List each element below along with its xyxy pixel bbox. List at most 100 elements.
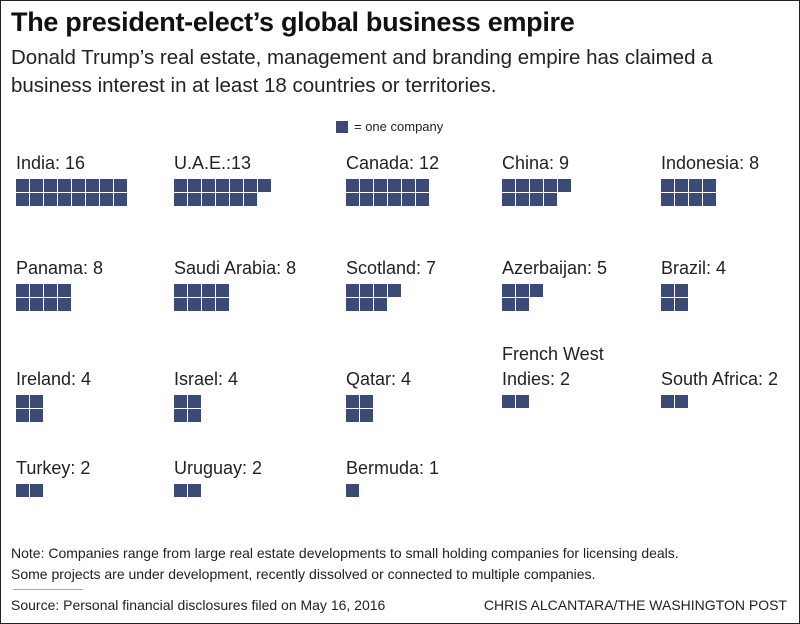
- company-square: [703, 179, 716, 192]
- country-saudi-arabia: Saudi Arabia: 8: [174, 256, 296, 312]
- company-square: [58, 298, 71, 311]
- waffle-squares: [502, 179, 572, 207]
- country-u-a-e: U.A.E.:13: [174, 151, 272, 207]
- company-square: [516, 193, 529, 206]
- country-label: India: 16: [16, 153, 86, 173]
- company-square: [216, 179, 229, 192]
- company-square: [230, 179, 243, 192]
- country-label: Indonesia: 8: [661, 153, 760, 173]
- company-square: [202, 284, 215, 297]
- company-square: [558, 179, 571, 192]
- country-canada: Canada: 12: [346, 151, 439, 207]
- company-square: [516, 395, 529, 408]
- chart-title: The president-elect’s global business em…: [11, 7, 575, 37]
- company-square: [188, 409, 201, 422]
- company-square: [360, 395, 373, 408]
- company-square: [44, 298, 57, 311]
- note-line-1: Note: Companies range from large real es…: [11, 545, 679, 561]
- company-square: [188, 395, 201, 408]
- company-square: [374, 284, 387, 297]
- company-square: [86, 179, 99, 192]
- waffle-squares: [16, 484, 44, 498]
- company-square: [174, 284, 187, 297]
- company-square: [544, 193, 557, 206]
- company-square: [675, 284, 688, 297]
- company-square: [360, 298, 373, 311]
- company-square: [16, 298, 29, 311]
- company-square: [346, 409, 359, 422]
- country-label: U.A.E.:13: [174, 153, 252, 173]
- country-label: South Africa: 2: [661, 369, 779, 389]
- country-label: Turkey: 2: [16, 458, 91, 478]
- credit: CHRIS ALCANTARA/THE WASHINGTON POST: [483, 597, 787, 613]
- company-square: [100, 193, 113, 206]
- company-square: [230, 193, 243, 206]
- company-square: [675, 193, 688, 206]
- legend-square-icon: [336, 120, 348, 133]
- company-square: [661, 179, 674, 192]
- company-square: [661, 193, 674, 206]
- company-square: [174, 179, 187, 192]
- company-square: [258, 179, 271, 192]
- company-square: [502, 179, 515, 192]
- company-square: [675, 395, 688, 408]
- waffle-squares: [661, 179, 717, 207]
- company-square: [16, 179, 29, 192]
- company-square: [502, 395, 515, 408]
- country-label: Qatar: 4: [346, 369, 412, 389]
- company-square: [360, 284, 373, 297]
- country-ireland: Ireland: 4: [16, 367, 91, 423]
- country-label: Uruguay: 2: [174, 458, 263, 478]
- waffle-squares: [502, 395, 530, 409]
- country-label: Canada: 12: [346, 153, 440, 173]
- company-square: [388, 284, 401, 297]
- company-square: [244, 193, 257, 206]
- company-square: [661, 298, 674, 311]
- company-square: [44, 193, 57, 206]
- country-label: Scotland: 7: [346, 258, 437, 278]
- company-square: [516, 179, 529, 192]
- company-square: [16, 284, 29, 297]
- waffle-squares: [661, 284, 689, 312]
- company-square: [689, 193, 702, 206]
- country-label: Azerbaijan: 5: [502, 258, 608, 278]
- waffle-squares: [174, 179, 272, 207]
- country-label: Israel: 4: [174, 369, 239, 389]
- company-square: [30, 409, 43, 422]
- waffle-squares: [346, 179, 430, 207]
- company-square: [346, 395, 359, 408]
- company-square: [44, 284, 57, 297]
- company-square: [174, 409, 187, 422]
- company-square: [44, 179, 57, 192]
- divider: [13, 589, 83, 590]
- company-square: [202, 298, 215, 311]
- company-square: [502, 193, 515, 206]
- company-square: [689, 179, 702, 192]
- waffle-squares: [174, 395, 202, 423]
- country-label: China: 9: [502, 153, 570, 173]
- waffle-squares: [16, 179, 128, 207]
- country-china: China: 9: [502, 151, 572, 207]
- company-square: [114, 193, 127, 206]
- company-square: [661, 284, 674, 297]
- company-square: [72, 193, 85, 206]
- company-square: [58, 193, 71, 206]
- country-uruguay: Uruguay: 2: [174, 456, 262, 498]
- company-square: [530, 179, 543, 192]
- waffle-squares: [346, 484, 360, 498]
- company-square: [188, 484, 201, 497]
- company-square: [703, 193, 716, 206]
- company-square: [502, 298, 515, 311]
- company-square: [244, 179, 257, 192]
- country-label: Brazil: 4: [661, 258, 727, 278]
- country-scotland: Scotland: 7: [346, 256, 436, 312]
- note-line-2: Some projects are under development, rec…: [11, 566, 596, 582]
- country-india: India: 16: [16, 151, 128, 207]
- company-square: [174, 298, 187, 311]
- company-square: [216, 193, 229, 206]
- company-square: [30, 298, 43, 311]
- country-french-west-indies: French West Indies: 2: [502, 342, 622, 409]
- country-azerbaijan: Azerbaijan: 5: [502, 256, 607, 312]
- company-square: [30, 484, 43, 497]
